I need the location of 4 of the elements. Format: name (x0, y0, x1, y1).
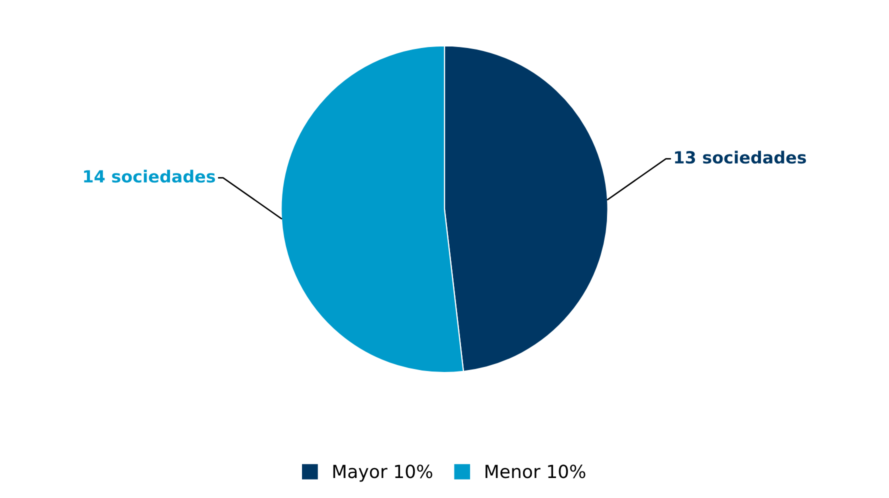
data-label: 13 sociedades (675, 150, 806, 164)
legend-label: Mayor 10% (333, 464, 432, 482)
data-label: 14 sociedades (84, 170, 216, 183)
legend-label: Menor 10% (486, 464, 586, 478)
